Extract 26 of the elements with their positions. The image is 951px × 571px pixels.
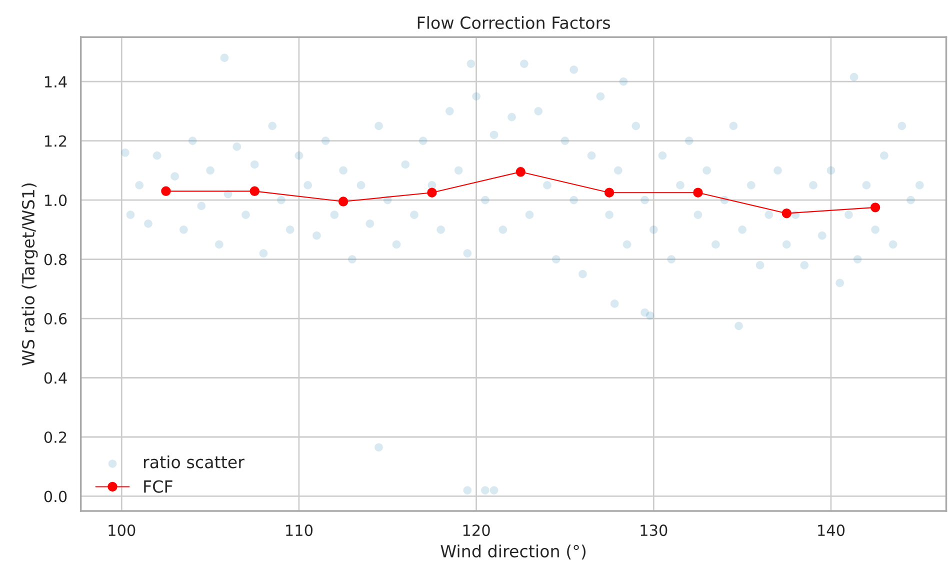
legend-label: FCF bbox=[144, 480, 172, 493]
y-tick-label: 0.2 bbox=[44, 431, 66, 444]
y-tick-label: 0.6 bbox=[44, 312, 67, 325]
y-tick-label: 1.4 bbox=[45, 76, 67, 88]
point bbox=[693, 188, 703, 198]
y-tick-label: 0.8 bbox=[44, 254, 67, 266]
y-tick-label: 0.0 bbox=[44, 490, 67, 502]
x-tick-label: 140 bbox=[818, 524, 845, 536]
y-tick-label: 0.4 bbox=[44, 372, 67, 384]
point bbox=[782, 208, 792, 218]
x-tick-label: 100 bbox=[108, 524, 136, 536]
point bbox=[427, 188, 437, 198]
point bbox=[870, 202, 880, 212]
x-axis-title: Wind direction (°) bbox=[440, 544, 586, 560]
point bbox=[250, 186, 260, 196]
x-tick-label: 130 bbox=[640, 524, 668, 536]
point bbox=[161, 186, 171, 196]
x-tick-label: 110 bbox=[286, 524, 313, 536]
legend-label: ratio scatter bbox=[144, 455, 244, 468]
y-tick-label: 1.0 bbox=[45, 194, 67, 206]
chart-title: Flow Correction Factors bbox=[418, 16, 610, 30]
point bbox=[604, 188, 614, 198]
y-tick-label: 1.2 bbox=[45, 135, 66, 147]
x-tick-label: 120 bbox=[463, 524, 490, 536]
point bbox=[338, 196, 348, 206]
y-axis-title: WS ratio (Target/WS1) bbox=[22, 184, 38, 366]
